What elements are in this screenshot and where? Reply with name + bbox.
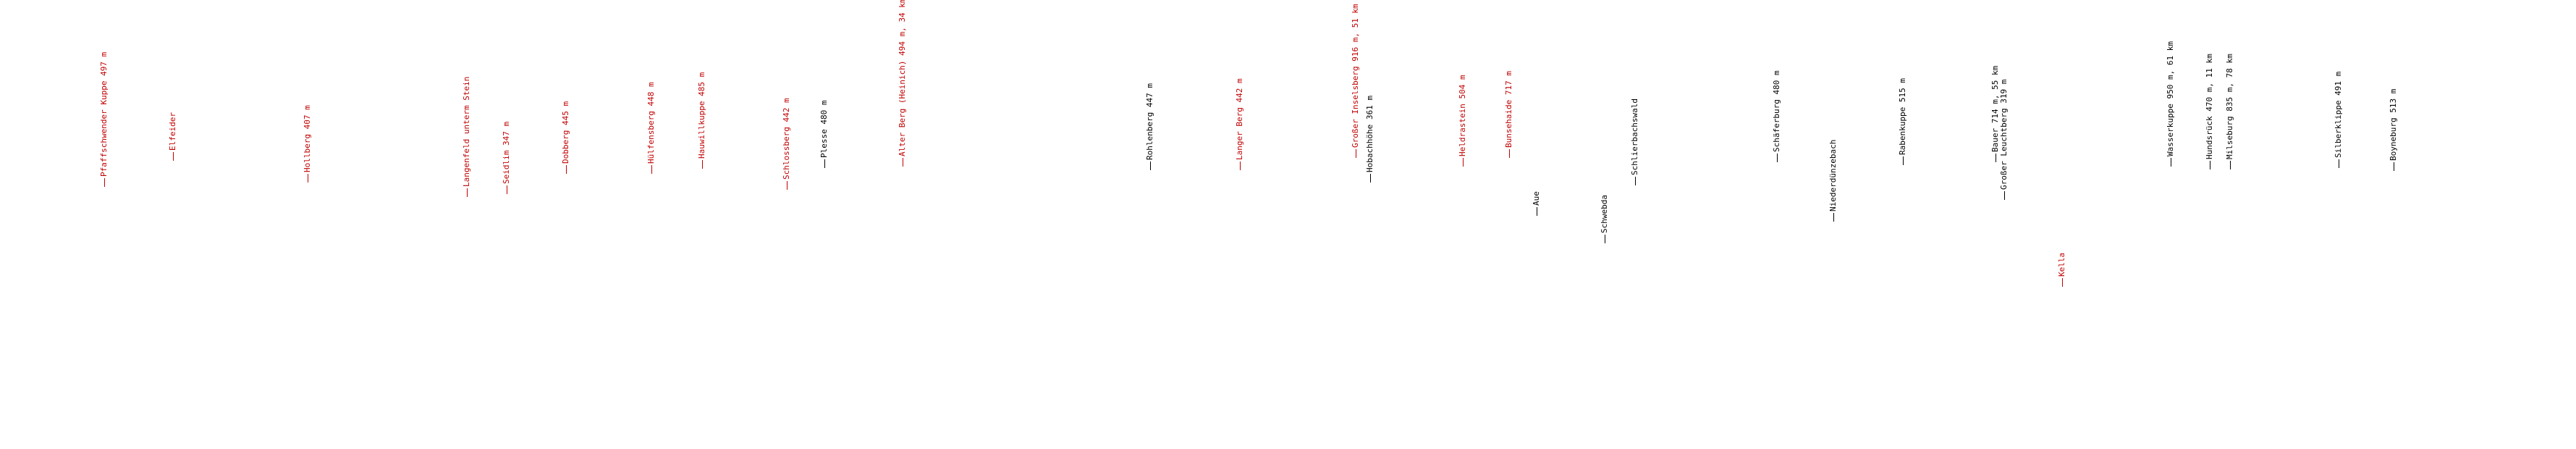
tick-mark bbox=[824, 159, 825, 168]
peak-label-text: Elfeider bbox=[168, 112, 177, 151]
peak-label: Großer Leuchtberg 319 m bbox=[1999, 80, 2009, 200]
tick-mark bbox=[651, 165, 652, 174]
peak-label: Schäferburg 480 m bbox=[1772, 70, 1782, 162]
tick-mark bbox=[1149, 161, 1151, 170]
peak-label: Hundsrück 470 m, 11 km bbox=[2205, 54, 2215, 169]
peak-label-text: Dobberg 445 m bbox=[561, 101, 570, 164]
tick-mark bbox=[1369, 174, 1371, 182]
tick-mark bbox=[2003, 191, 2005, 200]
tick-mark bbox=[2229, 161, 2231, 169]
village-label: Schlierbachswald bbox=[1630, 98, 1640, 185]
village-label: Kella bbox=[2057, 253, 2067, 287]
peak-label: Heldrastein 504 m bbox=[1458, 75, 1468, 167]
peak-label: Elfeider bbox=[168, 112, 178, 161]
peak-label: Boyneburg 513 m bbox=[2389, 89, 2399, 171]
peak-label: Großer Inselsberg 916 m, 51 km bbox=[1351, 4, 1361, 158]
tick-mark bbox=[1239, 161, 1241, 170]
peak-label: Silberklippe 491 m bbox=[2334, 72, 2344, 168]
peak-label: Milseburg 835 m, 78 km bbox=[2225, 54, 2235, 169]
tick-mark bbox=[1833, 213, 1834, 222]
peak-label: Alter Berg (Heinich) 494 m, 34 km bbox=[898, 0, 908, 167]
peak-label: Wasserkuppe 950 m, 61 km bbox=[2166, 41, 2176, 167]
peak-label: Plesse 480 m bbox=[819, 101, 829, 168]
peak-label-text: Langer Berg 442 m bbox=[1235, 78, 1244, 160]
village-label: Aue bbox=[1532, 191, 1542, 216]
peak-label-text: Bunsehaide 717 m bbox=[1504, 71, 1513, 148]
peak-label-text: Plesse 480 m bbox=[819, 100, 829, 158]
peak-label: Dobberg 445 m bbox=[561, 101, 571, 174]
peak-label-text: Hauwillkuppe 485 m bbox=[697, 72, 706, 159]
peak-label-text: Pfaffschwender Kuppe 497 m bbox=[99, 51, 109, 177]
village-label-text: Aue bbox=[1532, 191, 1541, 206]
village-label-text: Kella bbox=[2057, 252, 2066, 277]
peak-label-text: Hülfensberg 448 m bbox=[646, 82, 656, 164]
tick-mark bbox=[1508, 149, 1510, 158]
tick-mark bbox=[466, 188, 468, 197]
village-label-text: Schlierbachswald bbox=[1630, 98, 1639, 175]
peak-label: Bunsehaide 717 m bbox=[1504, 71, 1514, 158]
tick-mark bbox=[1462, 158, 1464, 167]
peak-label: Langenfeld unterm Stein bbox=[462, 77, 472, 197]
peak-label-text: Silberklippe 491 m bbox=[2334, 71, 2343, 158]
tick-mark bbox=[1902, 156, 1904, 165]
tick-mark bbox=[1776, 154, 1778, 162]
peak-label: Hollberg 407 m bbox=[303, 105, 313, 182]
peak-label: Langer Berg 442 m bbox=[1235, 78, 1245, 170]
village-label: Schwebda bbox=[1600, 195, 1610, 243]
peak-label-text: Hundsrück 470 m, 11 km bbox=[2205, 54, 2214, 159]
village-label-text: Schwebda bbox=[1600, 195, 1609, 233]
tick-mark bbox=[2061, 278, 2063, 287]
peak-label-text: Schäferburg 480 m bbox=[1772, 70, 1781, 152]
peak-label-text: Heldrastein 504 m bbox=[1458, 75, 1467, 156]
village-label: Niederdünzebach bbox=[1828, 140, 1838, 222]
tick-mark bbox=[701, 160, 703, 169]
peak-label: Rohlenberg 447 m bbox=[1145, 83, 1155, 170]
peak-label-text: Großer Leuchtberg 319 m bbox=[1999, 79, 2009, 190]
peak-label-text: Milseburg 835 m, 78 km bbox=[2225, 54, 2234, 159]
peak-label-text: Hobachhöhe 361 m bbox=[1365, 96, 1374, 172]
tick-mark bbox=[565, 165, 567, 174]
peak-label-text: Wasserkuppe 950 m, 61 km bbox=[2166, 41, 2175, 156]
tick-mark bbox=[104, 178, 105, 187]
peak-label: Pfaffschwender Kuppe 497 m bbox=[99, 52, 109, 187]
peak-label-text: Seidlim 347 m bbox=[502, 121, 511, 184]
peak-label-text: Alter Berg (Heinich) 494 m, 34 km bbox=[898, 0, 907, 156]
peak-label: Hülfensberg 448 m bbox=[646, 82, 656, 174]
peak-label: Schlossberg 442 m bbox=[782, 98, 792, 190]
peak-label-text: Rabenkuppe 515 m bbox=[1898, 78, 1907, 155]
peak-label-text: Großer Inselsberg 916 m, 51 km bbox=[1351, 4, 1360, 148]
tick-mark bbox=[172, 152, 174, 161]
peak-label: Rabenkuppe 515 m bbox=[1898, 78, 1908, 165]
peak-label: Hauwillkuppe 485 m bbox=[697, 72, 707, 169]
peak-label-text: Schlossberg 442 m bbox=[782, 98, 791, 180]
tick-mark bbox=[1634, 177, 1636, 185]
peak-label-text: Langenfeld unterm Stein bbox=[462, 76, 471, 187]
peak-label-text: Rohlenberg 447 m bbox=[1145, 83, 1154, 160]
peak-label-text: Boyneburg 513 m bbox=[2389, 88, 2398, 161]
village-label-text: Niederdünzebach bbox=[1828, 139, 1838, 211]
peak-label: Seidlim 347 m bbox=[502, 122, 512, 194]
peak-label: Hobachhöhe 361 m bbox=[1365, 96, 1375, 182]
peak-label-text: Hollberg 407 m bbox=[303, 105, 312, 172]
